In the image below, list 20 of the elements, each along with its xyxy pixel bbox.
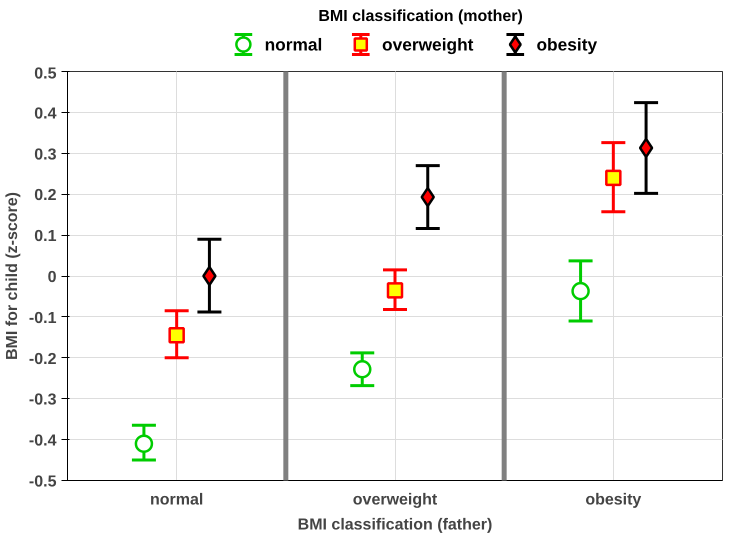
y-tick-label: -0.5 [28, 474, 57, 490]
y-tick-label: 0 [48, 269, 57, 286]
legend-label: normal [264, 34, 322, 54]
legend-label: overweight [382, 34, 474, 54]
y-tick-label: -0.3 [28, 392, 57, 409]
x-tick-label: obesity [585, 492, 642, 508]
legend-label: obesity [536, 34, 598, 54]
x-axis-title: BMI classification (father) [298, 516, 492, 534]
y-tick-label: -0.1 [28, 310, 57, 327]
y-axis-title: BMI for child (z-score) [4, 192, 21, 360]
x-tick-label: overweight [352, 492, 438, 508]
y-tick-label: -0.2 [28, 350, 57, 368]
y-tick-label: 0.4 [34, 105, 57, 122]
y-tick-label: 0.1 [34, 228, 57, 246]
x-tick-label: normal [150, 492, 204, 508]
legend-title: BMI classification (mother) [318, 8, 523, 25]
y-tick-label: 0.5 [34, 66, 57, 82]
y-tick-label: 0.3 [34, 146, 57, 164]
y-tick-label: 0.2 [34, 187, 57, 204]
y-tick-label: -0.4 [28, 432, 57, 450]
